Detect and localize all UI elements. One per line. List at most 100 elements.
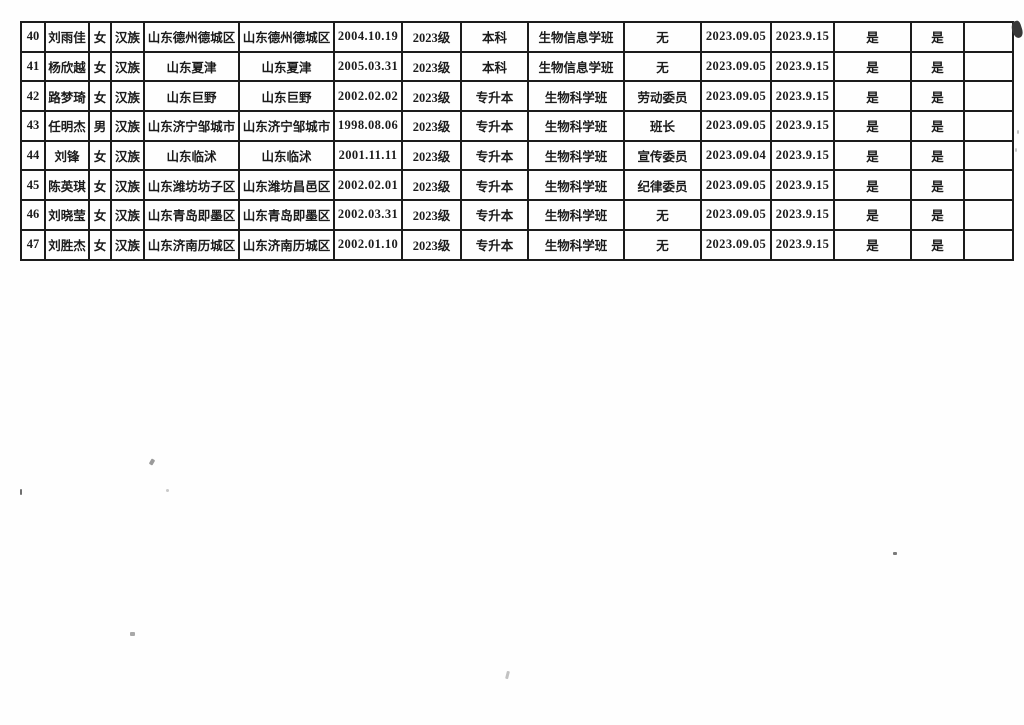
cell-birthplace: 山东济南历城区 xyxy=(143,228,240,261)
table-row: 42 路梦琦 女 汉族 山东巨野 山东巨野 2002.02.02 2023级 专… xyxy=(20,80,1014,113)
cell-birthplace: 山东巨野 xyxy=(143,80,240,113)
table-row: 40 刘雨佳 女 汉族 山东德州德城区 山东德州德城区 2004.10.19 2… xyxy=(20,21,1014,53)
cell-remark xyxy=(963,21,1014,53)
cell-report-date: 2023.09.05 xyxy=(700,21,772,53)
cell-ethnicity: 汉族 xyxy=(110,80,145,113)
cell-ethnicity: 汉族 xyxy=(110,50,145,83)
cell-register-date: 2023.9.15 xyxy=(770,169,835,202)
scan-noise-speck xyxy=(166,489,169,492)
cell-register-date: 2023.9.15 xyxy=(770,21,835,53)
scan-noise-speck xyxy=(893,552,897,555)
cell-gender: 男 xyxy=(88,110,112,142)
cell-flag-1: 是 xyxy=(833,199,912,231)
cell-register-date: 2023.9.15 xyxy=(770,50,835,83)
cell-class: 生物科学班 xyxy=(527,169,625,202)
cell-gender: 女 xyxy=(88,80,112,113)
cell-duty: 班长 xyxy=(623,110,702,142)
cell-register-date: 2023.9.15 xyxy=(770,110,835,142)
cell-birthdate: 2002.03.31 xyxy=(333,199,403,231)
cell-gender: 女 xyxy=(88,169,112,202)
cell-birthplace: 山东夏津 xyxy=(143,50,240,83)
cell-register-date: 2023.9.15 xyxy=(770,80,835,113)
cell-birthdate: 2005.03.31 xyxy=(333,50,403,83)
cell-program: 专升本 xyxy=(460,110,529,142)
cell-class: 生物信息学班 xyxy=(527,50,625,83)
cell-report-date: 2023.09.04 xyxy=(700,139,772,172)
cell-gender: 女 xyxy=(88,199,112,231)
cell-duty: 劳动委员 xyxy=(623,80,702,113)
cell-native-place: 山东夏津 xyxy=(238,50,335,83)
cell-flag-2: 是 xyxy=(910,110,965,142)
cell-gender: 女 xyxy=(88,139,112,172)
cell-birthplace: 山东青岛即墨区 xyxy=(143,199,240,231)
cell-grade: 2023级 xyxy=(401,50,462,83)
cell-duty: 无 xyxy=(623,199,702,231)
cell-program: 专升本 xyxy=(460,199,529,231)
cell-register-date: 2023.9.15 xyxy=(770,199,835,231)
cell-index: 45 xyxy=(20,169,46,202)
cell-remark xyxy=(963,50,1014,83)
cell-birthplace: 山东德州德城区 xyxy=(143,21,240,53)
cell-grade: 2023级 xyxy=(401,139,462,172)
cell-index: 44 xyxy=(20,139,46,172)
cell-flag-2: 是 xyxy=(910,228,965,261)
table-row: 44 刘锋 女 汉族 山东临沭 山东临沭 2001.11.11 2023级 专升… xyxy=(20,139,1014,172)
cell-remark xyxy=(963,228,1014,261)
cell-index: 41 xyxy=(20,50,46,83)
cell-native-place: 山东济宁邹城市 xyxy=(238,110,335,142)
cell-class: 生物科学班 xyxy=(527,199,625,231)
student-roster-table: 40 刘雨佳 女 汉族 山东德州德城区 山东德州德城区 2004.10.19 2… xyxy=(20,21,1014,261)
cell-ethnicity: 汉族 xyxy=(110,139,145,172)
cell-report-date: 2023.09.05 xyxy=(700,50,772,83)
cell-native-place: 山东德州德城区 xyxy=(238,21,335,53)
cell-flag-1: 是 xyxy=(833,169,912,202)
cell-grade: 2023级 xyxy=(401,199,462,231)
cell-program: 专升本 xyxy=(460,139,529,172)
cell-class: 生物科学班 xyxy=(527,139,625,172)
cell-index: 46 xyxy=(20,199,46,231)
scan-noise-speck xyxy=(1017,130,1019,134)
roster-body: 40 刘雨佳 女 汉族 山东德州德城区 山东德州德城区 2004.10.19 2… xyxy=(20,21,1014,261)
cell-birthdate: 2001.11.11 xyxy=(333,139,403,172)
cell-birthplace: 山东济宁邹城市 xyxy=(143,110,240,142)
cell-report-date: 2023.09.05 xyxy=(700,199,772,231)
cell-grade: 2023级 xyxy=(401,228,462,261)
cell-native-place: 山东青岛即墨区 xyxy=(238,199,335,231)
cell-class: 生物科学班 xyxy=(527,228,625,261)
cell-name: 路梦琦 xyxy=(44,80,90,113)
cell-flag-2: 是 xyxy=(910,169,965,202)
cell-remark xyxy=(963,110,1014,142)
cell-duty: 无 xyxy=(623,228,702,261)
cell-flag-1: 是 xyxy=(833,228,912,261)
cell-grade: 2023级 xyxy=(401,21,462,53)
cell-program: 专升本 xyxy=(460,228,529,261)
cell-class: 生物信息学班 xyxy=(527,21,625,53)
cell-flag-2: 是 xyxy=(910,199,965,231)
cell-flag-2: 是 xyxy=(910,21,965,53)
cell-flag-1: 是 xyxy=(833,21,912,53)
cell-ethnicity: 汉族 xyxy=(110,21,145,53)
cell-duty: 无 xyxy=(623,21,702,53)
cell-register-date: 2023.9.15 xyxy=(770,139,835,172)
table-row: 47 刘胜杰 女 汉族 山东济南历城区 山东济南历城区 2002.01.10 2… xyxy=(20,228,1014,261)
cell-birthdate: 2004.10.19 xyxy=(333,21,403,53)
cell-register-date: 2023.9.15 xyxy=(770,228,835,261)
cell-name: 任明杰 xyxy=(44,110,90,142)
cell-ethnicity: 汉族 xyxy=(110,228,145,261)
cell-birthdate: 2002.02.01 xyxy=(333,169,403,202)
scan-noise-speck xyxy=(1015,148,1017,152)
cell-ethnicity: 汉族 xyxy=(110,169,145,202)
scan-noise-speck xyxy=(130,632,135,636)
table-row: 43 任明杰 男 汉族 山东济宁邹城市 山东济宁邹城市 1998.08.06 2… xyxy=(20,110,1014,142)
cell-duty: 无 xyxy=(623,50,702,83)
cell-remark xyxy=(963,199,1014,231)
cell-flag-1: 是 xyxy=(833,80,912,113)
cell-index: 42 xyxy=(20,80,46,113)
cell-name: 刘锋 xyxy=(44,139,90,172)
cell-name: 杨欣越 xyxy=(44,50,90,83)
cell-flag-2: 是 xyxy=(910,50,965,83)
cell-name: 刘晓莹 xyxy=(44,199,90,231)
cell-ethnicity: 汉族 xyxy=(110,110,145,142)
cell-grade: 2023级 xyxy=(401,169,462,202)
